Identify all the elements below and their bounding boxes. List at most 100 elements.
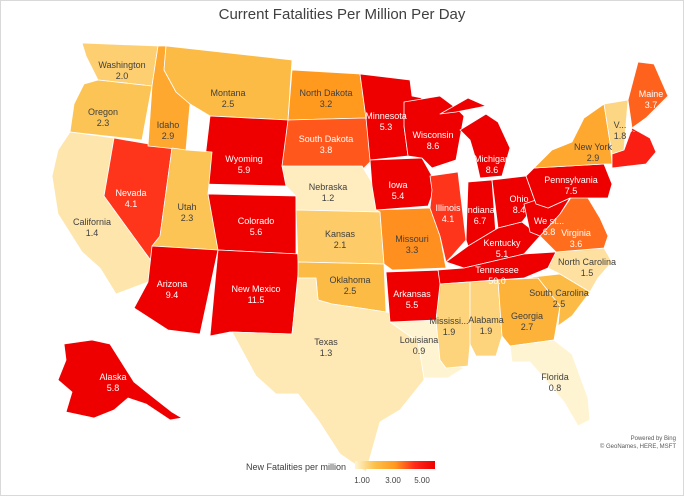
state-value-florida: 0.8: [549, 383, 562, 393]
state-value-oklahoma: 2.5: [344, 286, 357, 296]
legend-title: New Fatalities per million: [246, 462, 347, 472]
state-label-north-dakota: North Dakota: [299, 88, 352, 98]
state-label-virginia: Virginia: [561, 228, 591, 238]
legend-tick-high: 5.00: [414, 476, 430, 485]
state-label-south-carolina: South Carolina: [529, 288, 589, 298]
state-label-nevada: Nevada: [115, 188, 146, 198]
state-label-illinois: Illinois: [435, 203, 461, 213]
state-label-arizona: Arizona: [157, 279, 188, 289]
state-michigan[interactable]: [439, 97, 511, 179]
state-value-montana: 2.5: [222, 99, 235, 109]
state-label-maine: Maine: [639, 89, 664, 99]
state-value-california: 1.4: [86, 228, 99, 238]
state-texas[interactable]: [231, 277, 425, 473]
state-label-v: V...: [614, 120, 627, 130]
state-value-pennsylvania: 7.5: [565, 186, 578, 196]
state-label-south-dakota: South Dakota: [299, 134, 354, 144]
state-value-texas: 1.3: [320, 348, 333, 358]
state-label-washington: Washington: [98, 60, 145, 70]
state-value-north-dakota: 3.2: [320, 99, 333, 109]
state-label-oklahoma: Oklahoma: [329, 275, 370, 285]
state-value-south-carolina: 2.5: [553, 299, 566, 309]
state-value-ohio: 8.4: [513, 205, 526, 215]
state-label-missouri: Missouri: [395, 234, 429, 244]
state-label-wyoming: Wyoming: [225, 154, 262, 164]
state-label-wisconsin: Wisconsin: [412, 130, 453, 140]
state-value-wyoming: 5.9: [238, 165, 251, 175]
state-value-v: 1.8: [614, 131, 627, 141]
state-wyoming[interactable]: [201, 115, 289, 187]
state-value-oregon: 2.3: [97, 118, 110, 128]
state-value-mississi: 1.9: [443, 327, 456, 337]
state-value-tennessee: 50.0: [488, 276, 506, 286]
state-label-colorado: Colorado: [238, 216, 275, 226]
state-value-new-york: 2.9: [587, 153, 600, 163]
state-value-minnesota: 5.3: [380, 122, 393, 132]
state-florida[interactable]: [509, 339, 591, 427]
state-unlabeled[interactable]: [611, 127, 657, 169]
state-value-arkansas: 5.5: [406, 300, 419, 310]
state-value-unlabeled: 4.4: [628, 124, 641, 134]
state-label-north-carolina: North Carolina: [558, 257, 616, 267]
state-label-arkansas: Arkansas: [393, 289, 431, 299]
state-value-louisiana: 0.9: [413, 346, 426, 356]
state-label-we-st: We st...: [534, 216, 564, 226]
state-value-kentucky: 5.1: [496, 249, 509, 259]
state-new-york[interactable]: [533, 103, 613, 169]
legend-tick-mid: 3.00: [385, 476, 401, 485]
state-label-utah: Utah: [177, 202, 196, 212]
state-label-nebraska: Nebraska: [309, 182, 348, 192]
state-label-indiana: Indiana: [465, 205, 495, 215]
state-value-colorado: 5.6: [250, 227, 263, 237]
state-value-north-carolina: 1.5: [581, 268, 594, 278]
state-value-utah: 2.3: [181, 213, 194, 223]
state-value-alaska: 5.8: [107, 383, 120, 393]
state-label-texas: Texas: [314, 337, 338, 347]
state-value-we-st: 6.8: [543, 227, 556, 237]
state-value-kansas: 2.1: [334, 240, 347, 250]
state-value-wisconsin: 8.6: [427, 141, 440, 151]
state-label-mississi: Mississi...: [430, 316, 469, 326]
state-label-michigan: Michigan: [474, 154, 510, 164]
state-label-new-mexico: New Mexico: [231, 284, 280, 294]
state-label-kentucky: Kentucky: [483, 238, 521, 248]
legend-tick-low: 1.00: [354, 476, 370, 485]
state-label-montana: Montana: [210, 88, 245, 98]
state-label-new-york: New York: [574, 142, 613, 152]
state-alaska[interactable]: [57, 339, 183, 421]
state-label-pennsylvania: Pennsylvania: [544, 175, 598, 185]
state-value-indiana: 6.7: [474, 216, 487, 226]
state-value-michigan: 8.6: [486, 165, 499, 175]
state-value-south-dakota: 3.8: [320, 145, 333, 155]
state-value-idaho: 2.9: [162, 131, 175, 141]
state-value-nebraska: 1.2: [322, 193, 335, 203]
state-label-georgia: Georgia: [511, 311, 543, 321]
state-value-maine: 3.7: [645, 100, 658, 110]
state-label-florida: Florida: [541, 372, 569, 382]
state-value-alabama: 1.9: [480, 326, 493, 336]
state-value-georgia: 2.7: [521, 322, 534, 332]
map-title: Current Fatalities Per Million Per Day: [218, 6, 466, 23]
state-label-idaho: Idaho: [157, 120, 180, 130]
state-label-alaska: Alaska: [99, 372, 126, 382]
attribution-powered-by: Powered by Bing: [630, 436, 676, 442]
state-label-tennessee: Tennessee: [475, 265, 519, 275]
state-value-iowa: 5.4: [392, 191, 405, 201]
state-label-iowa: Iowa: [388, 180, 407, 190]
state-label-oregon: Oregon: [88, 107, 118, 117]
state-wisconsin[interactable]: [403, 95, 465, 169]
state-value-virginia: 3.6: [570, 239, 583, 249]
state-south-dakota[interactable]: [281, 117, 373, 171]
state-label-alabama: Alabama: [468, 315, 504, 325]
legend-color-scale: [355, 461, 435, 469]
state-value-arizona: 9.4: [166, 290, 179, 300]
state-value-illinois: 4.1: [442, 214, 455, 224]
state-label-california: California: [73, 217, 111, 227]
state-value-washington: 2.0: [116, 71, 129, 81]
state-montana[interactable]: [163, 45, 293, 121]
state-label-louisiana: Louisiana: [400, 335, 439, 345]
state-value-nevada: 4.1: [125, 199, 138, 209]
state-label-minnesota: Minnesota: [365, 111, 407, 121]
state-label-kansas: Kansas: [325, 229, 356, 239]
